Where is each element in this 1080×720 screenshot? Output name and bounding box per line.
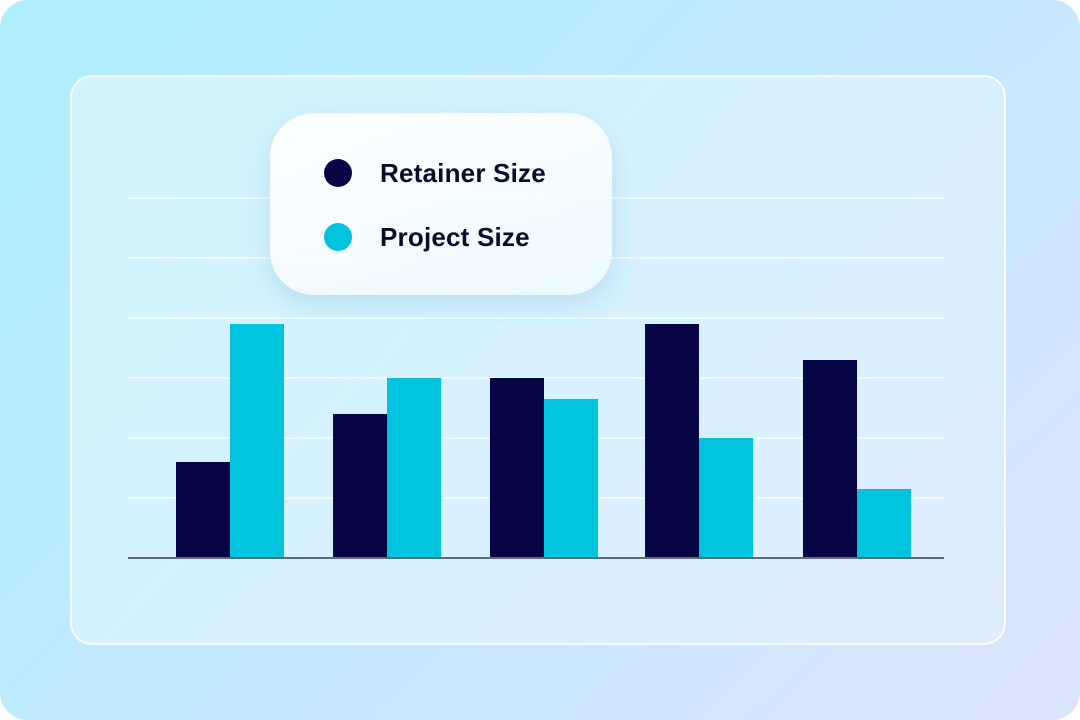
legend-label-retainer: Retainer Size — [380, 157, 546, 188]
legend-item-project: Project Size — [324, 222, 530, 252]
bar-project-3 — [544, 399, 598, 558]
legend-swatch-retainer — [324, 159, 352, 187]
legend: Retainer Size Project Size — [270, 113, 612, 295]
bar-project-1 — [230, 324, 284, 558]
bar-retainer-2 — [333, 414, 387, 558]
bar-project-4 — [699, 438, 753, 558]
legend-swatch-project — [324, 223, 352, 251]
bar-retainer-5 — [803, 360, 857, 558]
legend-label-project: Project Size — [380, 221, 530, 252]
bar-project-2 — [387, 378, 441, 558]
bar-project-5 — [857, 489, 911, 558]
bar-retainer-4 — [645, 324, 699, 558]
legend-item-retainer: Retainer Size — [324, 158, 546, 188]
bar-retainer-1 — [176, 462, 230, 558]
bar-retainer-3 — [490, 378, 544, 558]
